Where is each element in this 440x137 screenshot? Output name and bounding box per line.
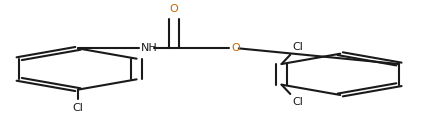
Text: O: O	[231, 43, 240, 53]
Text: Cl: Cl	[293, 42, 303, 52]
Text: NH: NH	[141, 43, 158, 53]
Text: Cl: Cl	[293, 97, 303, 107]
Text: Cl: Cl	[73, 103, 83, 113]
Text: O: O	[170, 4, 179, 14]
